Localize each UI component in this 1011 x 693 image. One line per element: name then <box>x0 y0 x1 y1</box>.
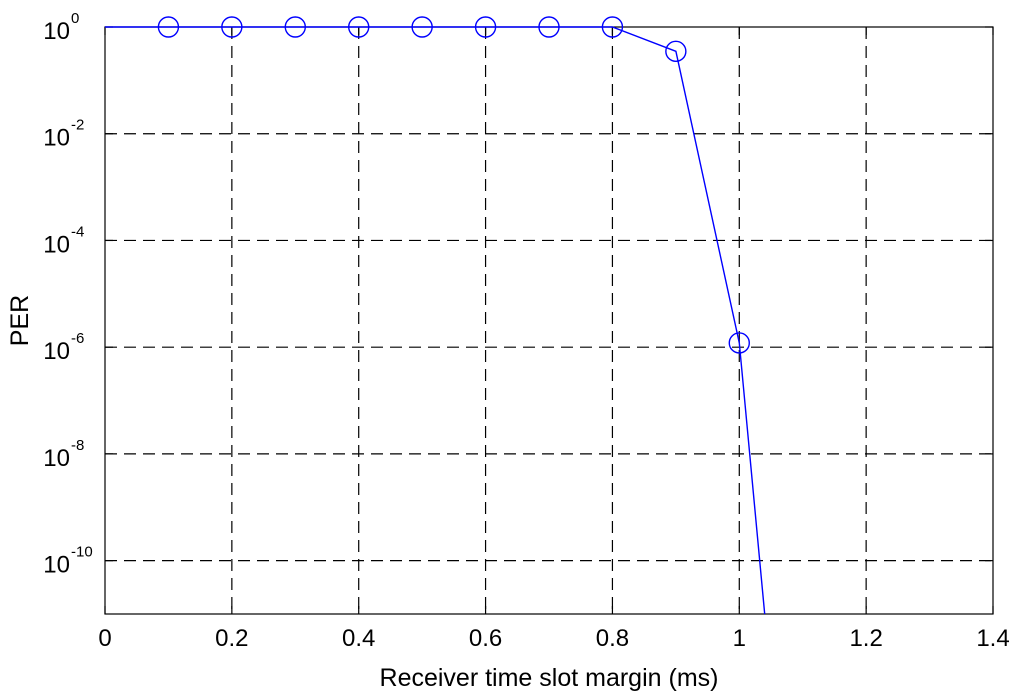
x-tick-label: 0 <box>98 625 111 652</box>
y-tick-label: 10 -8 <box>43 437 84 472</box>
y-axis-title: PER <box>6 295 34 346</box>
y-tick-label-exponent: -10 <box>71 544 93 561</box>
y-tick-label-exponent: -2 <box>71 117 84 134</box>
y-tick-label-exponent: -6 <box>71 330 84 347</box>
data-point-marker <box>221 16 243 38</box>
y-tick-label-base: 10 <box>43 125 70 152</box>
y-tick-label: 10 -4 <box>43 223 84 258</box>
y-tick-label-base: 10 <box>43 445 70 472</box>
data-point-marker <box>474 16 497 38</box>
x-tick-label: 0.6 <box>469 625 502 652</box>
data-point-marker <box>411 16 433 38</box>
data-point-marker <box>348 16 370 38</box>
x-axis-title: Receiver time slot margin (ms) <box>380 664 719 692</box>
y-tick-label: 10 -10 <box>43 544 92 579</box>
y-tick-label: 10 0 <box>43 10 79 45</box>
y-tick-label-exponent: -8 <box>71 437 84 454</box>
x-tick-label: 0.4 <box>342 625 375 652</box>
data-point-marker <box>157 16 180 38</box>
x-tick-label: 1.4 <box>976 625 1009 652</box>
y-tick-label: 10 -6 <box>43 330 84 365</box>
data-point-marker <box>665 40 687 63</box>
y-tick-label-exponent: -4 <box>71 223 84 240</box>
data-point-marker <box>284 16 306 38</box>
x-axis-ticks: 0 0.2 0.4 0.6 0.8 1 1.2 1.4 <box>98 27 1010 652</box>
x-tick-label: 0.2 <box>215 625 248 652</box>
data-point-marker <box>728 332 750 354</box>
y-tick-label-base: 10 <box>43 231 70 258</box>
x-tick-label: 0.8 <box>596 625 629 652</box>
data-point-marker <box>538 16 560 38</box>
grid-lines <box>105 27 993 614</box>
y-tick-label-base: 10 <box>43 338 70 365</box>
series-layer <box>105 16 766 615</box>
y-tick-label-base: 10 <box>43 552 70 579</box>
x-tick-label: 1 <box>733 625 746 652</box>
y-tick-label-base: 10 <box>43 18 70 45</box>
y-tick-label-exponent: 0 <box>71 10 79 27</box>
data-point-marker <box>601 16 624 38</box>
y-tick-label: 10 -2 <box>43 117 84 152</box>
x-tick-label: 1.2 <box>849 625 882 652</box>
